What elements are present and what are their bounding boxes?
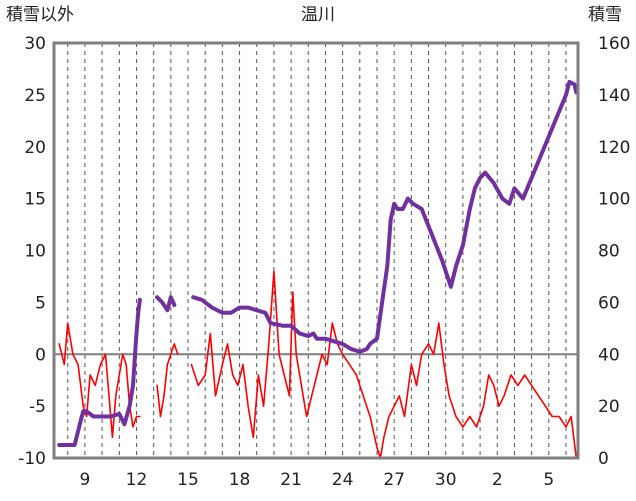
left-tick-label: 20 xyxy=(24,138,46,158)
x-axis-ticks: 9 12 15 18 21 24 27 30 2 5 xyxy=(80,470,555,490)
left-tick-label: 30 xyxy=(24,34,46,54)
series-line xyxy=(57,79,579,447)
right-axis-title: 積雪 xyxy=(588,5,622,25)
series-line xyxy=(58,270,578,459)
left-tick-label: -10 xyxy=(18,449,46,469)
right-tick-label: 160 xyxy=(598,34,630,54)
x-tick-label: 2 xyxy=(492,470,503,490)
right-tick-label: 140 xyxy=(598,86,630,106)
x-tick-label: 15 xyxy=(177,470,199,490)
right-tick-label: 80 xyxy=(598,242,620,262)
x-tick-label: 30 xyxy=(435,470,457,490)
left-axis-title: 積雪以外 xyxy=(6,5,74,25)
grid xyxy=(54,43,578,458)
x-tick-label: 18 xyxy=(229,470,251,490)
right-tick-label: 100 xyxy=(598,190,630,210)
left-tick-label: 0 xyxy=(35,345,46,365)
series-layer xyxy=(57,79,579,459)
x-tick-label: 9 xyxy=(80,470,91,490)
right-tick-label: 60 xyxy=(598,293,620,313)
x-tick-label: 21 xyxy=(280,470,302,490)
left-tick-label: 15 xyxy=(24,190,46,210)
x-tick-label: 27 xyxy=(383,470,405,490)
left-tick-label: -5 xyxy=(29,397,46,417)
right-axis-ticks: 0 20 40 60 80 100 120 140 160 xyxy=(598,34,630,469)
left-tick-label: 5 xyxy=(35,293,46,313)
left-tick-label: 25 xyxy=(24,86,46,106)
chart-title: 温川 xyxy=(301,5,335,25)
plot-frame xyxy=(52,41,580,460)
right-tick-label: 20 xyxy=(598,397,620,417)
x-tick-label: 12 xyxy=(126,470,148,490)
left-axis-ticks: -10 -5 0 5 10 15 20 25 30 xyxy=(18,34,46,469)
x-tick-label: 5 xyxy=(543,470,554,490)
right-tick-label: 0 xyxy=(598,449,609,469)
x-tick-label: 24 xyxy=(332,470,354,490)
right-tick-label: 120 xyxy=(598,138,630,158)
left-tick-label: 10 xyxy=(24,242,46,262)
right-tick-label: 40 xyxy=(598,345,620,365)
